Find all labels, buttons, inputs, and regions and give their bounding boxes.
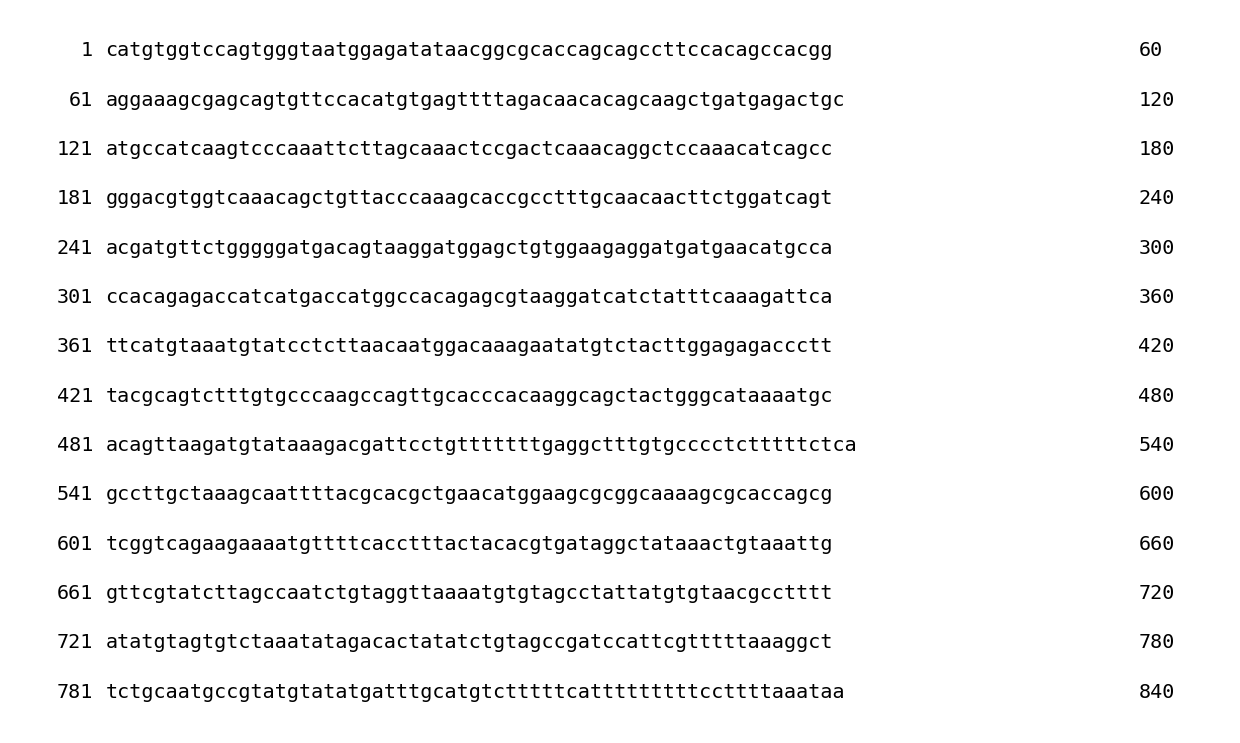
Text: 361: 361	[57, 337, 93, 357]
Text: 660: 660	[1138, 535, 1174, 554]
Text: acgatgttctgggggatgacagtaaggatggagctgtggaagaggatgatgaacatgcca: acgatgttctgggggatgacagtaaggatggagctgtgga…	[105, 239, 833, 258]
Text: atgccatcaagtcccaaattcttagcaaactccgactcaaacaggctccaaacatcagcc: atgccatcaagtcccaaattcttagcaaactccgactcaa…	[105, 140, 833, 159]
Text: 721: 721	[57, 634, 93, 652]
Text: gccttgctaaagcaattttacgcacgctgaacatggaagcgcggcaaaagcgcaccagcg: gccttgctaaagcaattttacgcacgctgaacatggaagc…	[105, 485, 833, 504]
Text: aggaaagcgagcagtgttccacatgtgagttttagacaacacagcaagctgatgagactgc: aggaaagcgagcagtgttccacatgtgagttttagacaac…	[105, 91, 844, 109]
Text: 480: 480	[1138, 386, 1174, 406]
Text: 121: 121	[57, 140, 93, 159]
Text: 421: 421	[57, 386, 93, 406]
Text: 601: 601	[57, 535, 93, 554]
Text: 1: 1	[81, 41, 93, 60]
Text: ttcatgtaaatgtatcctcttaacaatggacaaagaatatgtctacttggagagaccctt: ttcatgtaaatgtatcctcttaacaatggacaaagaatat…	[105, 337, 833, 357]
Text: 481: 481	[57, 436, 93, 455]
Text: 240: 240	[1138, 189, 1174, 208]
Text: 600: 600	[1138, 485, 1174, 504]
Text: gggacgtggtcaaacagctgttacccaaagcaccgcctttgcaacaacttctggatcagt: gggacgtggtcaaacagctgttacccaaagcaccgccttt…	[105, 189, 833, 208]
Text: 180: 180	[1138, 140, 1174, 159]
Text: 780: 780	[1138, 634, 1174, 652]
Text: 720: 720	[1138, 584, 1174, 603]
Text: tacgcagtctttgtgcccaagccagttgcacccacaaggcagctactgggcataaaatgc: tacgcagtctttgtgcccaagccagttgcacccacaaggc…	[105, 386, 833, 406]
Text: 120: 120	[1138, 91, 1174, 109]
Text: 301: 301	[57, 288, 93, 307]
Text: 661: 661	[57, 584, 93, 603]
Text: 840: 840	[1138, 683, 1174, 702]
Text: 61: 61	[68, 91, 93, 109]
Text: 300: 300	[1138, 239, 1174, 258]
Text: catgtggtccagtgggtaatggagatataacggcgcaccagcagccttccacagccacgg: catgtggtccagtgggtaatggagatataacggcgcacca…	[105, 41, 833, 60]
Text: tctgcaatgccgtatgtatatgatttgcatgtctttttcatttttttttccttttaaataa: tctgcaatgccgtatgtatatgatttgcatgtctttttca…	[105, 683, 844, 702]
Text: 540: 540	[1138, 436, 1174, 455]
Text: ccacagagaccatcatgaccatggccacagagcgtaaggatcatctatttcaaagattca: ccacagagaccatcatgaccatggccacagagcgtaagga…	[105, 288, 833, 307]
Text: tcggtcagaagaaaatgttttcacctttactacacgtgataggctataaactgtaaattg: tcggtcagaagaaaatgttttcacctttactacacgtgat…	[105, 535, 833, 554]
Text: 181: 181	[57, 189, 93, 208]
Text: atatgtagtgtctaaatatagacactatatctgtagccgatccattcgtttttaaaggct: atatgtagtgtctaaatatagacactatatctgtagccga…	[105, 634, 833, 652]
Text: acagttaagatgtataaagacgattcctgtttttttgaggctttgtgcccctctttttctca: acagttaagatgtataaagacgattcctgtttttttgagg…	[105, 436, 857, 455]
Text: 541: 541	[57, 485, 93, 504]
Text: 360: 360	[1138, 288, 1174, 307]
Text: 781: 781	[57, 683, 93, 702]
Text: 420: 420	[1138, 337, 1174, 357]
Text: 241: 241	[57, 239, 93, 258]
Text: 60: 60	[1138, 41, 1163, 60]
Text: gttcgtatcttagccaatctgtaggttaaaatgtgtagcctattatgtgtaacgcctttt: gttcgtatcttagccaatctgtaggttaaaatgtgtagcc…	[105, 584, 833, 603]
